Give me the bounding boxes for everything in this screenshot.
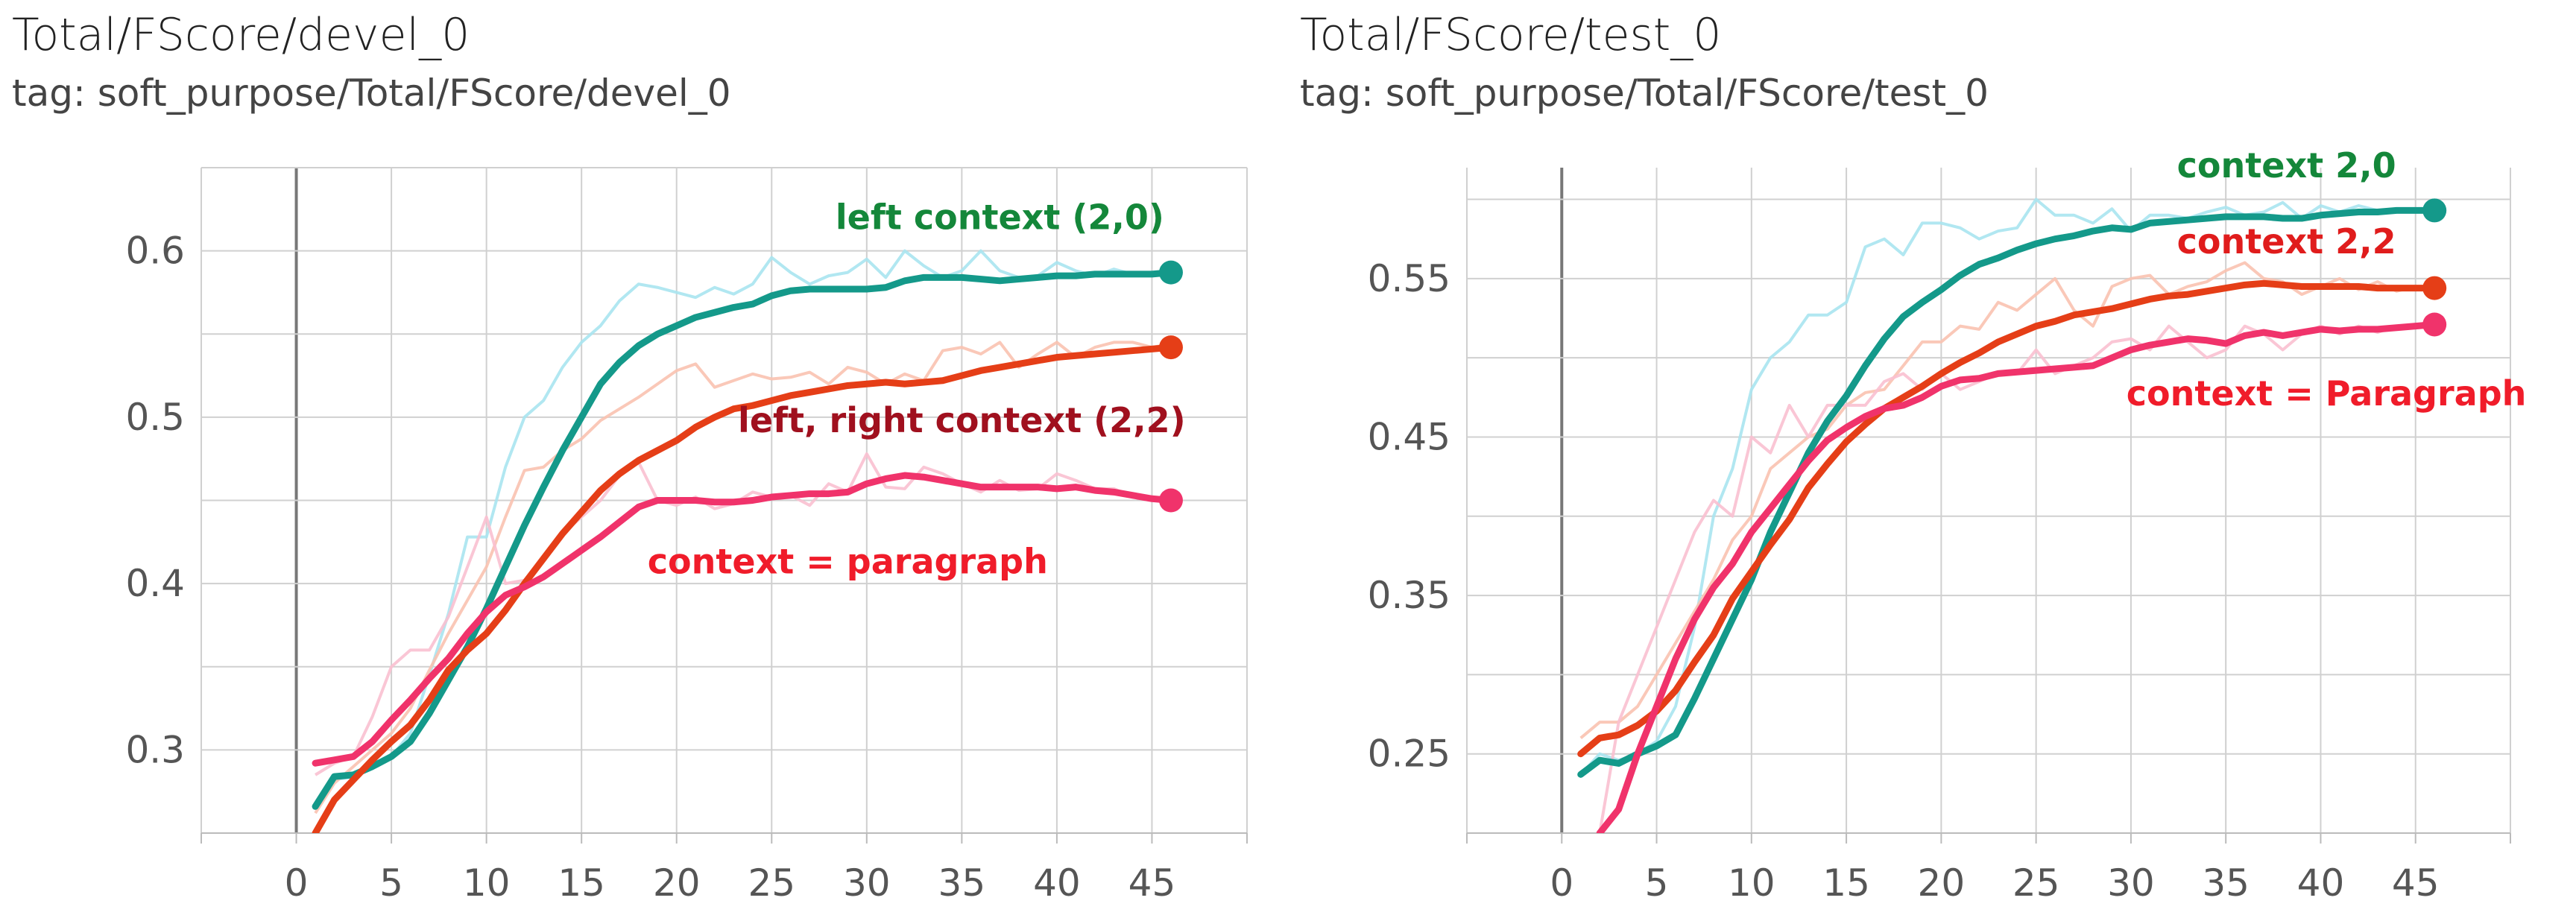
series-line (312, 472, 1175, 767)
x-tick-label: 25 (2012, 861, 2060, 905)
series-line (1577, 279, 2438, 758)
annotation-label: context = Paragraph (2127, 373, 2527, 414)
x-tick-label: 5 (1645, 861, 1669, 905)
smoothed-context-2-2 (1577, 279, 2438, 758)
series-line (312, 344, 1175, 833)
x-tick-label: 20 (1918, 861, 1966, 905)
raw-series-line (1579, 197, 2435, 776)
series-end-marker (2422, 198, 2447, 223)
chart-subtitle: tag: soft_purpose/Total/FScore/test_0 (1300, 72, 1989, 115)
x-tick-label: 0 (1550, 861, 1573, 905)
annotation-label: context 2,0 (2177, 145, 2396, 186)
x-tick-label: 10 (1728, 861, 1775, 905)
chart-title: Total/FScore/devel_0 (12, 9, 470, 61)
chart-panel-devel: Total/FScore/devel_0 tag: soft_purpose/T… (12, 9, 1248, 905)
annotation-label: context 2,2 (2177, 221, 2396, 262)
annotation-label: left, right context (2,2) (738, 400, 1186, 440)
x-tick-label: 15 (558, 861, 605, 905)
x-tick-label: 45 (2392, 861, 2440, 905)
series-end-marker (1158, 260, 1183, 285)
smoothed-context-2-0 (1577, 206, 2438, 778)
smoothed-context-paragraph (1596, 320, 2438, 833)
annotation-label: context = paragraph (648, 542, 1048, 582)
x-tick-label: 40 (2297, 861, 2345, 905)
y-tick-label: 0.3 (125, 728, 185, 771)
y-tick-label: 0.6 (125, 230, 185, 273)
y-tick-label: 0.25 (1368, 732, 1450, 776)
y-tick-label: 0.4 (125, 562, 185, 605)
x-tick-label: 10 (463, 861, 511, 905)
series-end-marker (1158, 488, 1183, 513)
chart-subtitle: tag: soft_purpose/Total/FScore/devel_0 (12, 72, 731, 115)
smoothed-context-paragraph (312, 472, 1175, 767)
x-tick-label: 20 (653, 861, 701, 905)
annotation-label: left context (2,0) (836, 197, 1164, 238)
x-tick-label: 30 (843, 861, 891, 905)
x-tick-label: 0 (285, 861, 309, 905)
x-tick-label: 35 (2202, 861, 2250, 905)
line-chart-devel: 0.3 0.4 0.5 0.6 0 5 10 15 20 25 30 35 40 45 left conte… (125, 167, 1248, 905)
series-end-marker (1158, 335, 1183, 360)
series-context-2-0 (1579, 197, 2435, 776)
series-end-marker (2422, 312, 2447, 337)
x-tick-label: 5 (379, 861, 403, 905)
y-tick-label: 0.5 (125, 396, 185, 439)
x-tick-label: 40 (1033, 861, 1081, 905)
smoothed-left-right-context-2-2 (312, 344, 1175, 833)
x-tick-label: 30 (2107, 861, 2155, 905)
series-line (1596, 320, 2438, 833)
series-line (1577, 206, 2438, 778)
series-end-marker (2422, 276, 2447, 300)
line-chart-test: 0.25 0.35 0.45 0.55 0 5 10 15 20 25 30 35 40 45 contex… (1368, 145, 2527, 905)
chart-panel-test: Total/FScore/test_0 tag: soft_purpose/To… (1288, 0, 2576, 924)
x-tick-label: 15 (1822, 861, 1870, 905)
chart-title: Total/FScore/test_0 (1300, 9, 1722, 61)
x-tick-label: 25 (748, 861, 795, 905)
y-tick-label: 0.55 (1368, 257, 1450, 300)
x-tick-label: 35 (938, 861, 986, 905)
y-tick-label: 0.35 (1368, 574, 1450, 617)
grid (1466, 168, 2511, 844)
y-tick-label: 0.45 (1368, 415, 1450, 458)
x-tick-label: 45 (1128, 861, 1176, 905)
